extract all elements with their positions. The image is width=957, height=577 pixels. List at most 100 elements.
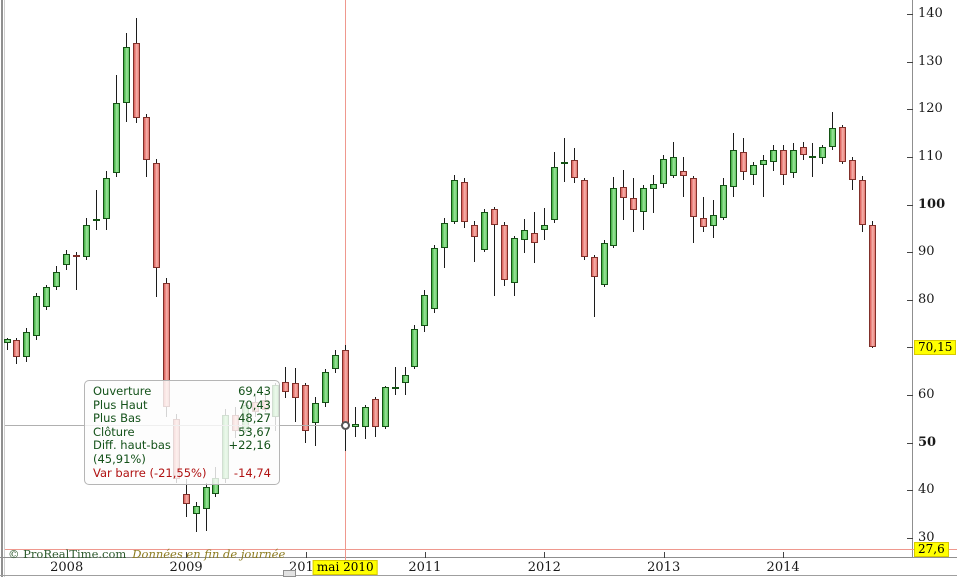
candle[interactable] [311,403,319,424]
candle[interactable] [282,382,290,392]
candle[interactable] [600,242,608,285]
candle[interactable] [401,374,409,383]
candle[interactable] [759,159,767,165]
candle[interactable] [640,187,648,212]
candle[interactable] [292,383,300,398]
candle[interactable] [809,155,817,158]
candle[interactable] [700,217,707,227]
tooltip-value: 69,43 [238,384,271,398]
candle[interactable] [73,254,81,258]
candle[interactable] [83,224,91,258]
year-tick [663,552,665,558]
candle[interactable] [719,185,727,218]
data-note-text: Données en fin de journée [132,547,286,561]
candle-wick [762,155,764,197]
candle-wick [703,196,704,232]
candle[interactable] [540,224,548,230]
candle[interactable] [660,159,668,185]
candle[interactable] [112,103,120,173]
candle[interactable] [610,187,618,247]
candle[interactable] [142,116,150,160]
candle[interactable] [590,257,598,278]
candle[interactable] [630,197,638,210]
price-tick [907,156,913,158]
candle[interactable] [729,149,737,187]
candle[interactable] [769,149,777,163]
candle[interactable] [411,329,419,367]
candle[interactable] [33,296,41,337]
candle[interactable] [520,229,528,240]
price-tick [907,395,913,397]
tooltip-label: Plus Bas [93,411,141,426]
candle[interactable] [152,162,160,268]
candle[interactable] [391,386,399,389]
candle[interactable] [461,181,469,222]
candle[interactable] [351,424,359,427]
candle[interactable] [471,224,479,237]
candle[interactable] [53,271,61,288]
tooltip-label: Var barre (-21,55%) [93,465,207,480]
price-tick [907,347,913,349]
candle[interactable] [829,127,837,147]
candle[interactable] [580,179,588,258]
ohlc-tooltip: Ouverture 69,43 Plus Haut 70,43 Plus Bas 48,2… [84,380,280,486]
candle[interactable] [122,46,130,104]
candle[interactable] [680,171,688,176]
price-tick [907,490,913,492]
candle[interactable] [451,179,459,222]
candle[interactable] [441,222,449,248]
candle[interactable] [510,237,518,283]
candle[interactable] [849,159,857,180]
candle[interactable] [381,387,389,427]
year-label: 2014 [766,560,800,575]
candle[interactable] [103,177,110,220]
candle[interactable] [550,166,558,220]
candle[interactable] [779,149,787,175]
candle[interactable] [789,149,797,174]
candle[interactable] [859,179,867,226]
candle[interactable] [3,339,11,343]
tooltip-row: Plus Haut 70,43 [93,398,271,413]
candle[interactable] [182,494,190,505]
candle[interactable] [749,165,757,175]
candle[interactable] [739,152,747,173]
candle[interactable] [570,160,578,178]
candle[interactable] [331,354,339,370]
candle[interactable] [530,232,538,243]
candle[interactable] [421,294,429,327]
candle[interactable] [560,162,568,165]
candle[interactable] [431,247,439,310]
candle[interactable] [93,219,101,222]
candle[interactable] [63,253,71,265]
price-tick-label: 110 [918,148,943,164]
selected-close-marker[interactable] [340,420,350,430]
candle[interactable] [192,505,200,514]
candle[interactable] [132,43,140,118]
candle[interactable] [839,126,847,163]
candle[interactable] [501,224,508,280]
candle[interactable] [23,331,31,357]
candle[interactable] [371,399,379,428]
scroll-handle[interactable] [283,570,296,577]
candle[interactable] [799,146,807,155]
candle[interactable] [341,350,349,426]
candle[interactable] [361,406,369,427]
candle[interactable] [670,156,678,176]
candle[interactable] [819,146,827,158]
candle[interactable] [481,211,489,250]
candle[interactable] [13,340,21,358]
candle[interactable] [43,287,51,308]
candle[interactable] [491,209,499,226]
candle[interactable] [202,486,210,510]
candle[interactable] [709,215,717,226]
candle[interactable] [321,371,329,403]
candle[interactable] [650,184,658,189]
candle[interactable] [869,225,877,347]
year-label: 2008 [50,560,84,575]
candle-wick [683,156,685,197]
price-tick-label: 140 [918,6,943,21]
candle[interactable] [690,177,698,217]
candle-wick [474,221,476,262]
candle[interactable] [620,186,628,198]
candle[interactable] [302,385,309,431]
